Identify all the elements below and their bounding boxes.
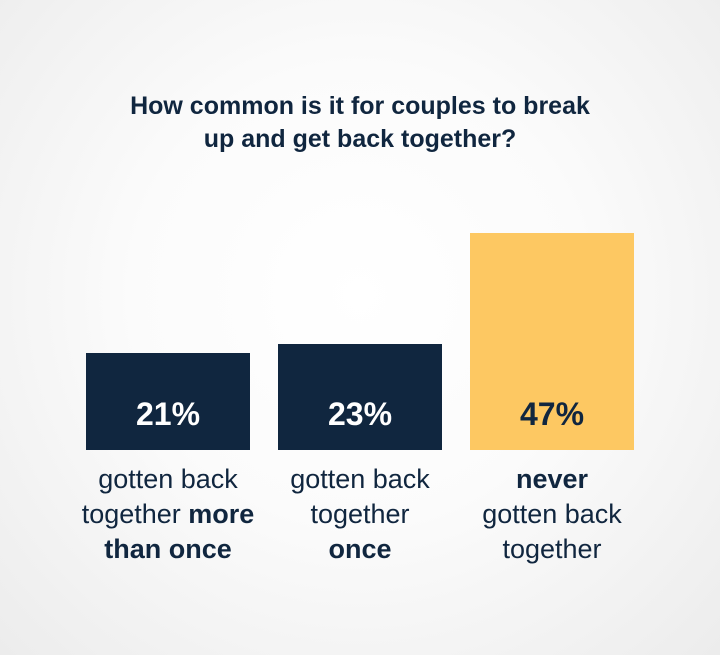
- category-label: gotten back together more than once: [68, 462, 268, 567]
- chart-title: How common is it for couples to break up…: [0, 90, 720, 156]
- category-label-bold: than once: [104, 534, 232, 564]
- category-label-text: together: [502, 534, 602, 564]
- category-label-bold: more: [188, 499, 255, 529]
- title-line-1: How common is it for couples to break: [130, 92, 590, 120]
- category-label-text: together: [81, 499, 189, 529]
- category-label-bold: never: [515, 464, 589, 494]
- category-label-text: gotten back: [290, 464, 430, 494]
- category-label: never gotten back together: [452, 462, 652, 567]
- bar-1: 21%: [86, 352, 250, 450]
- data-label: 21%: [135, 396, 201, 433]
- bar-3: 47%: [470, 232, 634, 450]
- category-label-text: gotten back: [482, 499, 622, 529]
- category-label-bold: once: [328, 534, 392, 564]
- data-label: 47%: [519, 396, 585, 433]
- title-line-2: up and get back together?: [203, 125, 517, 153]
- category-label: gotten back together once: [260, 462, 460, 567]
- bar-2: 23%: [278, 343, 442, 450]
- data-label: 23%: [327, 396, 393, 433]
- category-label-text: gotten back: [98, 464, 238, 494]
- category-label-text: together: [310, 499, 410, 529]
